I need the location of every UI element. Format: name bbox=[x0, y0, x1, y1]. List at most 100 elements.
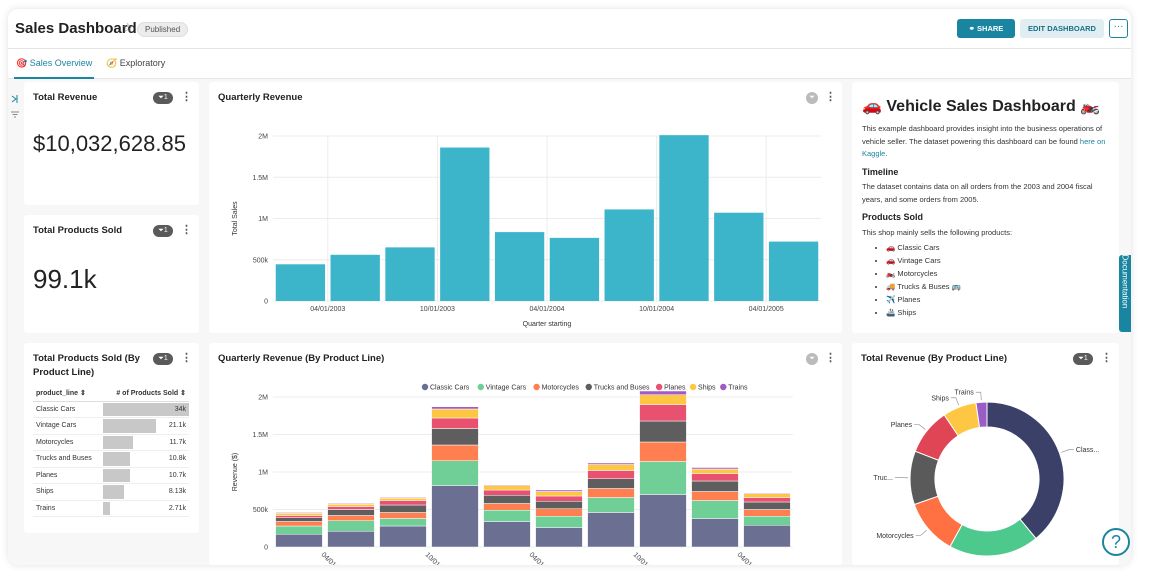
stacked-bar-segment[interactable] bbox=[327, 506, 375, 510]
stacked-bar-segment[interactable] bbox=[639, 494, 687, 548]
revenue-bar[interactable] bbox=[659, 135, 709, 301]
legend-item[interactable]: Motorcycles bbox=[533, 383, 579, 392]
stacked-bar-segment[interactable] bbox=[379, 512, 427, 519]
stacked-bar-segment[interactable] bbox=[639, 441, 687, 462]
tab-exploratory[interactable]: 🧭 Exploratory bbox=[106, 58, 165, 69]
revenue-bar[interactable] bbox=[494, 232, 545, 301]
stacked-bar-segment[interactable] bbox=[275, 513, 323, 516]
stacked-bar-segment[interactable] bbox=[587, 478, 635, 489]
filter-count-badge[interactable]: ⏷1 bbox=[153, 92, 173, 104]
donut-slice[interactable] bbox=[975, 401, 988, 429]
stacked-bar-segment[interactable] bbox=[639, 394, 687, 405]
revenue-bar[interactable] bbox=[330, 254, 380, 301]
stacked-bar-segment[interactable] bbox=[483, 484, 531, 486]
stacked-bar-segment[interactable] bbox=[327, 520, 375, 532]
stacked-bar-segment[interactable] bbox=[639, 420, 687, 443]
more-options-button[interactable]: ··· bbox=[1109, 19, 1128, 38]
stacked-bar-segment[interactable] bbox=[431, 406, 479, 410]
filter-count-badge[interactable]: ⏷1 bbox=[153, 225, 173, 237]
legend-item[interactable]: Trucks and Buses bbox=[585, 383, 650, 392]
stacked-bar-segment[interactable] bbox=[587, 497, 635, 513]
card-menu-icon[interactable]: ⋮ bbox=[825, 91, 836, 103]
card-menu-icon[interactable]: ⋮ bbox=[181, 91, 192, 103]
edit-dashboard-button[interactable]: EDIT DASHBOARD bbox=[1020, 19, 1104, 38]
stacked-bar-segment[interactable] bbox=[327, 503, 375, 505]
filter-count-badge[interactable]: ⏷1 bbox=[153, 353, 173, 365]
stacked-bar-segment[interactable] bbox=[639, 390, 687, 395]
revenue-bar[interactable] bbox=[440, 147, 490, 301]
published-badge[interactable]: Published bbox=[137, 22, 189, 37]
legend-item[interactable]: Planes bbox=[655, 383, 686, 392]
help-icon[interactable]: ? bbox=[1102, 528, 1130, 556]
revenue-bar[interactable] bbox=[549, 237, 600, 301]
tab-sales-overview[interactable]: 🎯 Sales Overview bbox=[16, 58, 92, 69]
legend-item[interactable]: Classic Cars bbox=[421, 383, 470, 392]
stacked-bar-segment[interactable] bbox=[691, 480, 739, 492]
stacked-bar-segment[interactable] bbox=[327, 515, 375, 521]
stacked-bar-segment[interactable] bbox=[535, 516, 583, 528]
stacked-bar-segment[interactable] bbox=[691, 491, 739, 501]
donut-slice[interactable] bbox=[949, 518, 1037, 557]
filter-icon[interactable]: ⏷ bbox=[806, 353, 818, 365]
card-menu-icon[interactable]: ⋮ bbox=[181, 352, 192, 364]
stacked-bar-segment[interactable] bbox=[483, 503, 531, 511]
stacked-bar-segment[interactable] bbox=[327, 509, 375, 516]
stacked-bar-segment[interactable] bbox=[743, 493, 791, 498]
filter-count-badge[interactable]: ⏷1 bbox=[1073, 353, 1093, 365]
revenue-bar[interactable] bbox=[768, 241, 819, 301]
filter-icon[interactable] bbox=[11, 111, 19, 118]
stacked-bar-segment[interactable] bbox=[535, 489, 583, 492]
stacked-bar-segment[interactable] bbox=[691, 500, 739, 519]
stacked-bar-segment[interactable] bbox=[327, 531, 375, 548]
stacked-bar-segment[interactable] bbox=[275, 534, 323, 548]
stacked-bar-segment[interactable] bbox=[639, 404, 687, 422]
stacked-bar-segment[interactable] bbox=[743, 497, 791, 503]
stacked-bar-segment[interactable] bbox=[639, 461, 687, 495]
stacked-bar-segment[interactable] bbox=[743, 501, 791, 510]
stacked-bar-segment[interactable] bbox=[379, 497, 427, 499]
stacked-bar-segment[interactable] bbox=[379, 498, 427, 501]
legend-item[interactable]: Vintage Cars bbox=[477, 383, 527, 392]
stacked-bar-segment[interactable] bbox=[327, 504, 375, 507]
filter-icon[interactable]: ⏷ bbox=[806, 92, 818, 104]
legend-item[interactable]: Trains bbox=[720, 383, 748, 392]
stacked-bar-segment[interactable] bbox=[535, 508, 583, 517]
column-header-product-line[interactable]: product_line ⇕ bbox=[33, 386, 104, 402]
column-header-products-sold[interactable]: # of Products Sold ⇕ bbox=[103, 386, 189, 402]
legend-item[interactable]: Ships bbox=[689, 383, 716, 392]
stacked-bar-segment[interactable] bbox=[275, 517, 323, 522]
stacked-bar-segment[interactable] bbox=[379, 500, 427, 506]
expand-filters-icon[interactable] bbox=[11, 95, 18, 103]
stacked-bar-segment[interactable] bbox=[431, 460, 479, 486]
stacked-bar-segment[interactable] bbox=[379, 525, 427, 548]
card-menu-icon[interactable]: ⋮ bbox=[1101, 352, 1112, 364]
stacked-bar-segment[interactable] bbox=[535, 491, 583, 497]
stacked-bar-segment[interactable] bbox=[587, 470, 635, 479]
favorite-star-icon[interactable]: ☆ bbox=[122, 20, 134, 35]
card-menu-icon[interactable]: ⋮ bbox=[181, 224, 192, 236]
stacked-bar-segment[interactable] bbox=[743, 525, 791, 548]
stacked-bar-segment[interactable] bbox=[275, 525, 323, 535]
stacked-bar-segment[interactable] bbox=[691, 468, 739, 474]
stacked-bar-segment[interactable] bbox=[587, 512, 635, 548]
stacked-bar-segment[interactable] bbox=[535, 527, 583, 548]
documentation-side-tab[interactable]: Documentation bbox=[1119, 255, 1131, 332]
stacked-bar-segment[interactable] bbox=[743, 492, 791, 494]
stacked-bar-segment[interactable] bbox=[535, 495, 583, 502]
stacked-bar-segment[interactable] bbox=[587, 488, 635, 498]
stacked-bar-segment[interactable] bbox=[743, 509, 791, 517]
revenue-bar[interactable] bbox=[275, 264, 326, 301]
revenue-bar[interactable] bbox=[714, 212, 764, 301]
stacked-bar-segment[interactable] bbox=[275, 512, 323, 514]
stacked-bar-segment[interactable] bbox=[431, 417, 479, 429]
stacked-bar-segment[interactable] bbox=[743, 516, 791, 526]
stacked-bar-segment[interactable] bbox=[275, 521, 323, 527]
stacked-bar-segment[interactable] bbox=[483, 510, 531, 522]
card-menu-icon[interactable]: ⋮ bbox=[825, 352, 836, 364]
revenue-bar[interactable] bbox=[385, 247, 435, 301]
stacked-bar-segment[interactable] bbox=[431, 444, 479, 461]
stacked-bar-segment[interactable] bbox=[483, 489, 531, 496]
donut-slice[interactable] bbox=[909, 450, 940, 506]
stacked-bar-segment[interactable] bbox=[535, 501, 583, 509]
share-button[interactable]: ⚭ SHARE bbox=[957, 19, 1015, 38]
